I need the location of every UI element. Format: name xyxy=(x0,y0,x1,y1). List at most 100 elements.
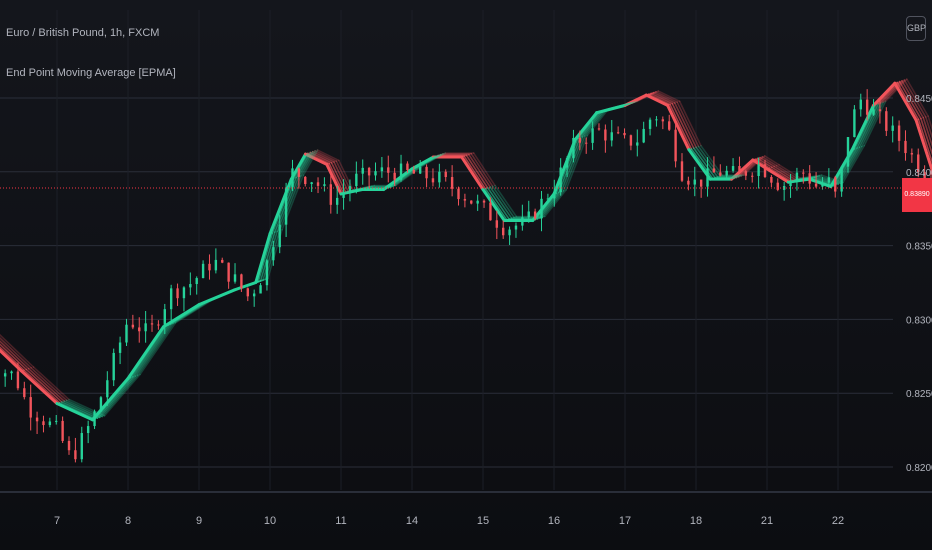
ma-band-segment xyxy=(139,321,177,376)
candle-body xyxy=(572,137,575,158)
ma-band-segment xyxy=(203,287,241,304)
candle-body xyxy=(380,167,384,172)
candle-body xyxy=(655,119,658,121)
candle-body xyxy=(176,288,179,299)
candle-body xyxy=(827,177,831,183)
candle-body xyxy=(891,125,894,131)
ma-band-segment xyxy=(423,152,447,166)
x-tick-label: 21 xyxy=(761,515,773,527)
candle-body xyxy=(878,109,882,112)
candle-body xyxy=(782,186,786,190)
symbol-title[interactable]: Euro / British Pound, 1h, FXCM xyxy=(6,27,160,39)
candle-body xyxy=(597,128,601,130)
candle-body xyxy=(393,172,396,180)
ma-band-segment xyxy=(169,301,207,326)
candle-body xyxy=(80,433,83,460)
ma-band-segment xyxy=(917,118,932,165)
candle-body xyxy=(770,176,773,183)
ma-band-segment xyxy=(543,189,567,218)
candle-body xyxy=(719,172,722,176)
ma-band-segment xyxy=(328,162,345,194)
ma-band-segment xyxy=(842,144,866,184)
candle-body xyxy=(859,99,862,110)
ma-band-segment xyxy=(0,337,32,369)
y-tick-label: 0.83000 xyxy=(906,315,932,326)
candle-body xyxy=(291,168,294,188)
candle-body xyxy=(16,371,20,389)
ma-band-segment xyxy=(316,149,340,162)
ma-band-segment xyxy=(765,167,790,184)
candle-body xyxy=(361,167,364,174)
candle-body xyxy=(214,259,218,271)
ma-band-segment xyxy=(914,118,932,175)
ma-band-segment xyxy=(898,80,922,120)
candle-body xyxy=(917,154,920,173)
ma-band-segment xyxy=(103,373,141,417)
candle-body xyxy=(48,421,52,426)
ma-band-segment xyxy=(207,285,245,303)
candle-body xyxy=(10,371,13,374)
ma-band-segment xyxy=(172,300,210,325)
ma-band-segment xyxy=(576,111,600,140)
candle-body xyxy=(814,183,818,187)
candle-body xyxy=(233,274,237,282)
candle-body xyxy=(840,166,843,192)
candle-body xyxy=(738,166,741,172)
candle-body xyxy=(144,323,147,332)
candle-body xyxy=(674,129,677,162)
ma-band-segment xyxy=(773,165,797,181)
ma-band-segment xyxy=(333,161,350,193)
ma-band-segment xyxy=(481,188,506,223)
ma-band-segment xyxy=(657,90,681,103)
ma-band-segment xyxy=(91,376,130,422)
ma-band-segment xyxy=(863,100,887,147)
candle-body xyxy=(387,167,390,173)
candle-body xyxy=(623,132,626,136)
candle-body xyxy=(757,164,760,176)
candle-body xyxy=(374,171,377,176)
candle-body xyxy=(910,153,914,155)
candle-body xyxy=(578,137,582,143)
grid-layer xyxy=(0,10,893,490)
candle-body xyxy=(751,175,754,177)
ma-band-segment xyxy=(562,135,586,192)
ma-band-segment xyxy=(420,153,444,167)
candle-body xyxy=(163,309,166,325)
candle-body xyxy=(521,217,524,226)
currency-badge[interactable]: GBP xyxy=(906,16,926,41)
ma-band-segment xyxy=(676,101,700,148)
ma-band-segment xyxy=(808,177,833,189)
candle-body xyxy=(131,324,135,328)
ma-band-segment xyxy=(98,375,136,419)
ma-band-segment xyxy=(389,165,421,188)
candle-body xyxy=(157,324,160,326)
candle-body xyxy=(342,192,345,198)
ma-band-segment xyxy=(647,93,671,106)
candle-body xyxy=(591,128,594,143)
candle-body xyxy=(923,172,926,181)
candle-body xyxy=(355,173,358,187)
ma-band-segment xyxy=(268,177,293,236)
y-tick-label: 0.84500 xyxy=(906,94,932,105)
candle-body xyxy=(834,177,837,192)
ma-band-segment xyxy=(311,150,335,163)
ma-band-segment xyxy=(174,299,212,324)
candle-body xyxy=(725,170,728,176)
candle-body xyxy=(540,198,543,219)
candle-body xyxy=(182,287,186,299)
candle-body xyxy=(99,397,103,412)
ma-band-segment xyxy=(579,110,603,139)
ma-band-segment xyxy=(539,190,563,219)
last-price-label: 0.83890 xyxy=(902,178,932,212)
ma-band-segment xyxy=(839,145,863,185)
ma-band-segment xyxy=(565,134,589,191)
ma-band-segment xyxy=(96,376,134,419)
ma-band-segment xyxy=(754,158,771,169)
candle-body xyxy=(367,167,371,176)
candle-body xyxy=(138,327,141,332)
x-tick-label: 17 xyxy=(619,515,631,527)
ma-band-segment xyxy=(335,160,352,192)
indicator-title[interactable]: End Point Moving Average [EPMA] xyxy=(6,67,176,79)
